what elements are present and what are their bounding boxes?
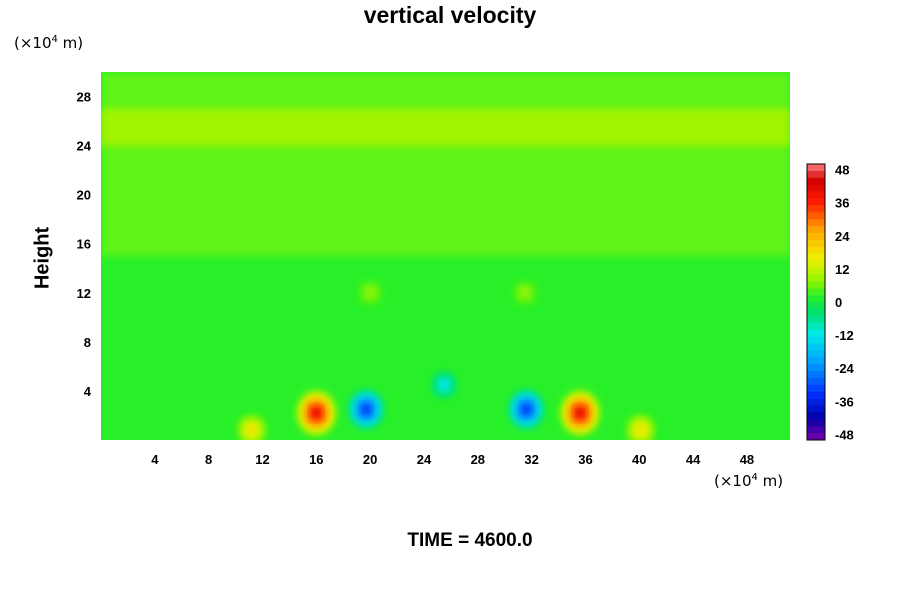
colorbar-segment <box>807 426 825 434</box>
colorbar-segment <box>807 343 825 351</box>
x-tick-label: 48 <box>740 452 754 467</box>
colorbar-segment <box>807 288 825 296</box>
y-tick-label: 12 <box>77 286 91 301</box>
colorbar-segment <box>807 433 825 441</box>
colorbar: 48 36 24 12 0 -12 -24 -36 -48 <box>806 163 855 442</box>
y-unit-suffix: m) <box>57 34 84 52</box>
field-feature <box>638 427 644 433</box>
colorbar-tick-label: -36 <box>835 394 854 409</box>
x-tick-label: 8 <box>205 452 212 467</box>
x-tick-label: 28 <box>471 452 485 467</box>
colorbar-segment <box>807 177 825 185</box>
field-feature <box>441 382 447 388</box>
colorbar-tick-label: 36 <box>835 196 849 211</box>
colorbar-segment <box>807 329 825 337</box>
x-tick-label: 4 <box>151 452 159 467</box>
colorbar-tick-label: 48 <box>835 163 849 178</box>
colorbar-segment <box>807 233 825 241</box>
field-feature <box>249 427 255 433</box>
x-unit-suffix: m) <box>757 472 784 490</box>
colorbar-segment <box>807 205 825 213</box>
x-tick-label: 24 <box>417 452 432 467</box>
colorbar-tick-label: 12 <box>835 262 849 277</box>
x-tick-label: 16 <box>309 452 323 467</box>
x-tick-label: 44 <box>686 452 701 467</box>
colorbar-segment <box>807 226 825 234</box>
colorbar-segment <box>807 364 825 372</box>
colorbar-segment <box>807 350 825 358</box>
heatmap-field <box>101 72 790 440</box>
field-feature <box>522 290 527 295</box>
field-feature <box>576 409 584 417</box>
colorbar-segment <box>807 295 825 303</box>
colorbar-segment <box>807 170 825 179</box>
colorbar-segment <box>807 219 825 227</box>
colorbar-segment <box>807 315 825 323</box>
x-tick-label: 36 <box>578 452 592 467</box>
colorbar-segment <box>807 336 825 344</box>
colorbar-segment <box>807 302 825 310</box>
y-unit-exponent: 4 <box>51 34 58 45</box>
colorbar-segment <box>807 164 825 172</box>
colorbar-segment <box>807 391 825 399</box>
colorbar-segment <box>807 322 825 330</box>
y-tick-label: 16 <box>77 237 91 252</box>
colorbar-segment <box>807 267 825 275</box>
colorbar-tick-label: -24 <box>835 361 855 376</box>
x-unit-exponent: 4 <box>751 472 758 483</box>
y-tick-label: 8 <box>84 335 91 350</box>
colorbar-segment <box>807 308 825 317</box>
colorbar-segment <box>807 281 825 289</box>
colorbar-segment <box>807 260 825 268</box>
y-tick-label: 4 <box>84 384 92 399</box>
y-tick-label: 24 <box>77 139 92 154</box>
colorbar-segment <box>807 274 825 282</box>
colorbar-segment <box>807 384 825 392</box>
colorbar-segment <box>807 371 825 379</box>
x-unit-prefix: (×10 <box>714 472 752 490</box>
field-band <box>101 108 790 146</box>
field-feature <box>523 405 530 413</box>
colorbar-segment <box>807 253 825 261</box>
colorbar-segment <box>807 419 825 427</box>
colorbar-segment <box>807 198 825 206</box>
x-tick-label: 40 <box>632 452 646 467</box>
colorbar-tick-label: 0 <box>835 295 842 310</box>
x-unit-label: (×104 m) <box>714 472 783 490</box>
colorbar-tick-label: -12 <box>835 328 854 343</box>
field-feature <box>368 290 373 295</box>
y-unit-label: (×104 m) <box>14 34 83 52</box>
colorbar-tick-label: -48 <box>835 427 854 442</box>
colorbar-segment <box>807 191 825 199</box>
colorbar-segment <box>807 398 825 406</box>
x-tick-labels: 4 8 12 16 20 24 28 32 36 40 44 48 <box>151 452 754 467</box>
y-unit-prefix: (×10 <box>14 34 52 52</box>
field-feature <box>313 409 320 417</box>
colorbar-segment <box>807 184 825 192</box>
colorbar-segment <box>807 246 825 254</box>
x-tick-label: 20 <box>363 452 377 467</box>
colorbar-segment <box>807 357 825 365</box>
colorbar-segment <box>807 212 825 220</box>
chart-title: vertical velocity <box>363 2 537 28</box>
field-feature <box>363 405 370 413</box>
colorbar-segment <box>807 239 825 248</box>
time-label: TIME = 4600.0 <box>407 530 533 551</box>
y-tick-label: 28 <box>77 90 91 105</box>
y-tick-labels: 4 8 12 16 20 24 28 <box>77 90 92 399</box>
colorbar-tick-label: 24 <box>835 229 850 244</box>
colorbar-frame <box>806 163 826 441</box>
x-tick-label: 32 <box>524 452 538 467</box>
colorbar-segment <box>807 377 825 386</box>
colorbar-segment <box>807 405 825 413</box>
field-band <box>101 72 790 256</box>
y-tick-label: 20 <box>77 188 91 203</box>
x-tick-label: 12 <box>255 452 269 467</box>
colorbar-segment <box>807 412 825 420</box>
